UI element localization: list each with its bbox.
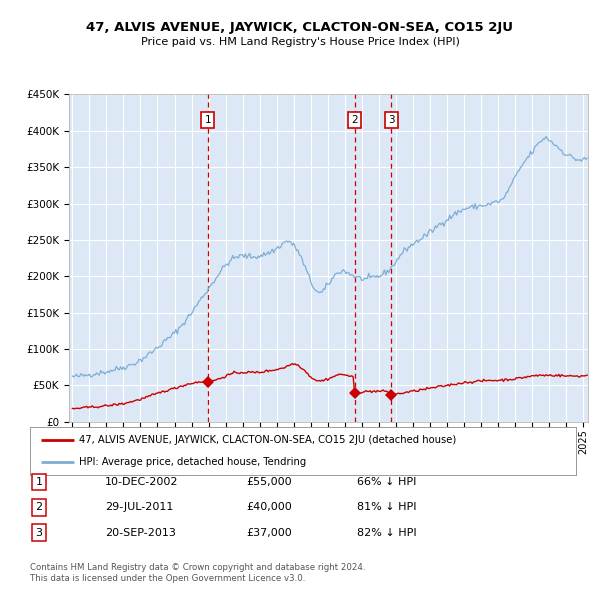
Text: 1: 1 (35, 477, 43, 487)
Text: 1: 1 (205, 115, 211, 125)
Text: £40,000: £40,000 (246, 503, 292, 512)
Text: £55,000: £55,000 (246, 477, 292, 487)
Text: 29-JUL-2011: 29-JUL-2011 (105, 503, 173, 512)
Text: 3: 3 (35, 528, 43, 537)
Text: 10-DEC-2002: 10-DEC-2002 (105, 477, 179, 487)
Text: Price paid vs. HM Land Registry's House Price Index (HPI): Price paid vs. HM Land Registry's House … (140, 37, 460, 47)
Text: 20-SEP-2013: 20-SEP-2013 (105, 528, 176, 537)
Text: £37,000: £37,000 (246, 528, 292, 537)
Text: 82% ↓ HPI: 82% ↓ HPI (357, 528, 416, 537)
Text: 2: 2 (351, 115, 358, 125)
Text: 81% ↓ HPI: 81% ↓ HPI (357, 503, 416, 512)
Text: 66% ↓ HPI: 66% ↓ HPI (357, 477, 416, 487)
Text: HPI: Average price, detached house, Tendring: HPI: Average price, detached house, Tend… (79, 457, 307, 467)
Text: 2: 2 (35, 503, 43, 512)
Text: 3: 3 (388, 115, 395, 125)
Text: This data is licensed under the Open Government Licence v3.0.: This data is licensed under the Open Gov… (30, 574, 305, 583)
Text: 47, ALVIS AVENUE, JAYWICK, CLACTON-ON-SEA, CO15 2JU (detached house): 47, ALVIS AVENUE, JAYWICK, CLACTON-ON-SE… (79, 435, 457, 445)
Text: 47, ALVIS AVENUE, JAYWICK, CLACTON-ON-SEA, CO15 2JU: 47, ALVIS AVENUE, JAYWICK, CLACTON-ON-SE… (86, 21, 514, 34)
Text: Contains HM Land Registry data © Crown copyright and database right 2024.: Contains HM Land Registry data © Crown c… (30, 563, 365, 572)
